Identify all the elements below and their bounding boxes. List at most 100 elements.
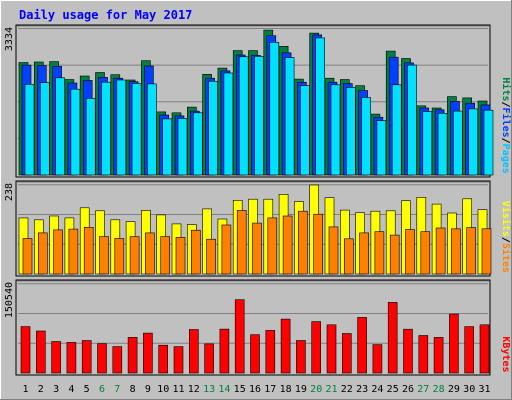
bar-kbytes-day-30 <box>464 326 475 374</box>
x-tick-day-20: 20 <box>310 384 322 395</box>
bar-pages-day-31 <box>483 109 494 176</box>
legend-kbytes: KBytes <box>500 336 511 372</box>
bar-sites-day-10 <box>160 236 170 275</box>
bar-kbytes-day-6 <box>97 343 107 374</box>
bar-sites-day-5 <box>83 227 94 275</box>
bar-kbytes-day-13 <box>204 343 214 374</box>
legend-separator: / <box>500 138 511 144</box>
bar-sites-day-24 <box>374 231 385 275</box>
bar-pages-day-20 <box>315 37 326 176</box>
bar-kbytes-day-15 <box>234 299 245 374</box>
bar-kbytes-day-31 <box>479 324 490 374</box>
x-tick-day-3: 3 <box>53 384 59 395</box>
bar-kbytes-day-12 <box>189 329 199 374</box>
bar-pages-day-30 <box>468 108 479 176</box>
bar-pages-day-23 <box>361 97 371 176</box>
x-tick-day-29: 29 <box>448 384 460 395</box>
legend: Hits/Files/Pages <box>500 77 512 173</box>
bar-sites-day-1 <box>22 238 33 275</box>
bar-pages-day-12 <box>193 112 203 176</box>
bar-sites-day-17 <box>267 217 278 275</box>
ymax-label: 150540 <box>4 282 15 318</box>
bar-sites-day-8 <box>129 236 140 275</box>
ymax-label: 3334 <box>4 27 15 51</box>
bar-pages-day-16 <box>254 55 264 176</box>
bar-sites-day-6 <box>99 236 109 275</box>
bar-pages-day-14 <box>223 72 234 176</box>
bar-sites-day-26 <box>405 229 415 275</box>
bar-pages-day-26 <box>407 64 417 176</box>
legend-separator: / <box>500 237 511 243</box>
bar-kbytes-day-26 <box>403 328 413 374</box>
bar-kbytes-day-18 <box>280 318 291 374</box>
x-tick-day-11: 11 <box>172 384 184 395</box>
bar-kbytes-day-28 <box>433 337 444 374</box>
bar-pages-day-19 <box>300 85 310 176</box>
x-tick-day-18: 18 <box>280 384 292 395</box>
bar-kbytes-day-4 <box>66 342 77 374</box>
bar-sites-day-23 <box>359 232 369 275</box>
bar-sites-day-21 <box>328 226 339 275</box>
bar-pages-day-6 <box>101 81 111 176</box>
bar-pages-day-2 <box>39 82 50 176</box>
bar-pages-day-22 <box>345 87 356 176</box>
x-tick-day-1: 1 <box>22 384 28 395</box>
ymax-label: 238 <box>4 183 15 201</box>
bar-sites-day-19 <box>298 210 308 275</box>
bar-pages-day-27 <box>422 111 433 176</box>
x-tick-day-10: 10 <box>157 384 169 395</box>
bar-kbytes-day-5 <box>81 340 92 374</box>
bar-sites-day-13 <box>206 238 216 275</box>
x-tick-day-26: 26 <box>402 384 414 395</box>
bar-kbytes-day-2 <box>35 330 46 374</box>
bar-sites-day-25 <box>389 234 400 275</box>
bar-kbytes-day-3 <box>51 341 61 374</box>
bar-sites-day-11 <box>175 237 186 275</box>
bar-pages-day-25 <box>391 84 402 176</box>
bar-pages-day-7 <box>116 79 127 176</box>
x-tick-day-15: 15 <box>234 384 246 395</box>
bar-kbytes-day-25 <box>387 302 398 374</box>
bar-kbytes-day-7 <box>112 346 123 374</box>
bar-pages-day-9 <box>147 83 157 176</box>
bar-kbytes-day-1 <box>20 326 31 374</box>
bar-kbytes-day-17 <box>265 330 276 374</box>
bar-sites-day-16 <box>252 222 262 275</box>
bar-kbytes-day-10 <box>158 344 168 374</box>
bar-kbytes-day-20 <box>311 321 322 374</box>
x-tick-day-7: 7 <box>114 384 120 395</box>
bar-kbytes-day-11 <box>173 346 184 374</box>
x-tick-day-27: 27 <box>417 384 429 395</box>
x-tick-day-22: 22 <box>341 384 353 395</box>
bar-pages-day-24 <box>376 120 387 176</box>
bar-kbytes-day-19 <box>296 340 306 374</box>
bar-pages-day-18 <box>284 57 295 176</box>
bar-kbytes-day-21 <box>326 324 337 374</box>
x-tick-day-21: 21 <box>325 384 337 395</box>
bar-sites-day-18 <box>282 215 293 275</box>
x-tick-day-9: 9 <box>145 384 151 395</box>
chart-title: Daily usage for May 2017 <box>19 8 192 22</box>
bar-sites-day-7 <box>114 238 125 275</box>
bar-kbytes-day-22 <box>341 333 352 374</box>
x-tick-day-23: 23 <box>356 384 368 395</box>
x-tick-day-6: 6 <box>99 384 105 395</box>
legend: KBytes <box>500 336 511 372</box>
bar-pages-day-5 <box>85 98 96 176</box>
bar-kbytes-day-29 <box>449 313 459 374</box>
x-tick-day-5: 5 <box>84 384 90 395</box>
bar-kbytes-day-8 <box>127 337 138 374</box>
legend-separator: / <box>500 101 511 107</box>
bar-pages-day-15 <box>238 56 249 176</box>
bar-pages-day-28 <box>437 113 448 176</box>
bar-kbytes-day-16 <box>250 334 260 374</box>
x-tick-day-28: 28 <box>433 384 445 395</box>
bar-sites-day-4 <box>68 228 79 275</box>
x-tick-day-8: 8 <box>130 384 136 395</box>
legend-sites: Sites <box>500 243 512 273</box>
legend-visits: Visits <box>500 201 512 237</box>
bar-sites-day-30 <box>466 227 477 275</box>
x-tick-day-12: 12 <box>188 384 200 395</box>
bar-sites-day-9 <box>145 232 155 275</box>
